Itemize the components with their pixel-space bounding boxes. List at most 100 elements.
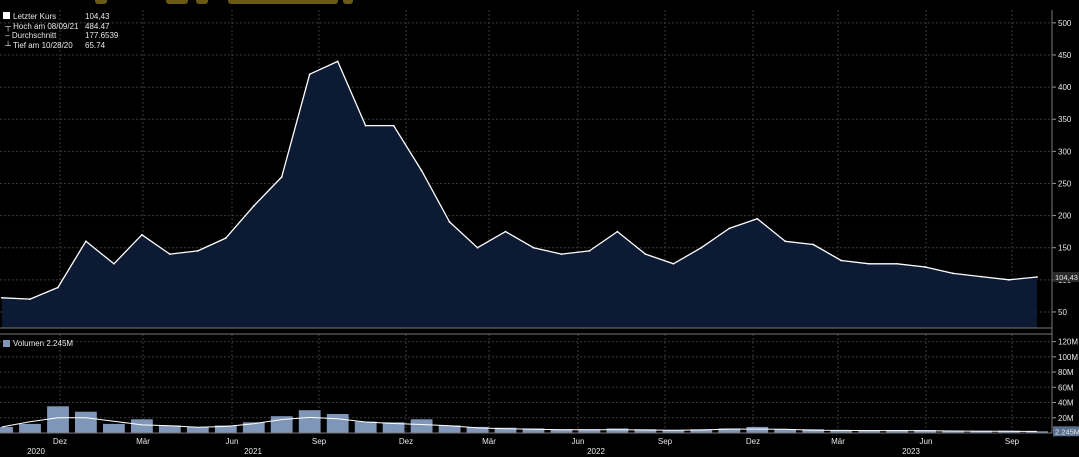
price-point	[252, 205, 255, 207]
legend-row: ┴ Tief am 10/28/20 65.74	[3, 40, 106, 50]
price-point	[1008, 278, 1010, 281]
legend-row: ┬ Hoch am 08/09/21 484.47	[3, 21, 110, 31]
volume-bar	[1026, 431, 1048, 433]
x-year-label: 2022	[587, 447, 605, 456]
volume-bar	[466, 426, 489, 433]
volume-bar	[550, 429, 573, 433]
volume-average-line	[1, 416, 1038, 432]
volume-bar	[158, 425, 181, 433]
volume-bar	[942, 430, 964, 433]
legend-row: Letzter Kurs 104,43	[3, 12, 118, 22]
last-volume-marker	[1053, 426, 1079, 437]
y-tick-label: 150	[1058, 244, 1072, 253]
price-legend: Letzter Kurs 104,43 ┬ Hoch am 08/09/21 484…	[3, 12, 118, 50]
price-point	[672, 262, 675, 265]
volume-bar	[522, 428, 545, 433]
volume-bar	[242, 422, 265, 433]
volume-bar	[47, 406, 69, 433]
volume-bar	[75, 411, 97, 433]
volume-legend: Volumen 2.245M	[3, 339, 73, 348]
y-tick-label: 200	[1058, 212, 1072, 221]
volume-bar	[662, 430, 685, 433]
price-point	[112, 262, 115, 265]
price-line	[1, 60, 1038, 300]
price-point	[952, 272, 954, 275]
y-tick-label: 500	[1058, 19, 1072, 28]
volume-bar	[438, 425, 461, 433]
x-tick-label: Jun	[226, 437, 239, 446]
price-point	[57, 286, 59, 289]
volume-bar	[914, 430, 936, 433]
price-point	[812, 243, 815, 246]
price-point	[756, 217, 759, 220]
price-point	[504, 230, 507, 233]
volume-bar	[746, 426, 769, 433]
volume-bar	[214, 425, 237, 433]
price-point	[196, 250, 199, 252]
volume-bar	[410, 419, 433, 433]
y-tick-label: 120M	[1058, 338, 1078, 347]
price-point	[532, 246, 535, 249]
volume-bar	[354, 421, 377, 433]
y-tick-label: 20M	[1058, 414, 1074, 423]
volume-bar	[858, 430, 881, 433]
price-point	[868, 262, 871, 265]
price-point	[280, 176, 283, 178]
volume-bar	[802, 429, 825, 433]
y-tick-label: 250	[1058, 179, 1072, 188]
x-tick-label: Mär	[482, 437, 496, 446]
price-point	[392, 124, 395, 127]
x-tick-label: Sep	[658, 437, 673, 446]
volume-bar	[103, 423, 125, 433]
price-point	[85, 240, 87, 243]
price-point	[476, 246, 479, 249]
price-point	[1036, 276, 1038, 278]
price-point	[448, 221, 451, 223]
price-point	[616, 230, 619, 233]
volume-bar	[774, 429, 797, 433]
volume-bar	[131, 419, 153, 433]
y-tick-label: 60M	[1058, 383, 1074, 392]
x-tick-label: Dez	[399, 437, 413, 446]
x-tick-label: Sep	[1005, 437, 1020, 446]
y-tick-label: 450	[1058, 51, 1072, 60]
axes: Dez Mär Jun Sep Dez Mär Jun Sep Dez Mär Jun Sep 2020…	[27, 19, 1079, 456]
price-point	[560, 253, 563, 256]
y-tick-label: 100M	[1058, 353, 1078, 362]
y-tick-label: 400	[1058, 83, 1072, 92]
price-point	[840, 259, 843, 262]
volume-panel-bg	[0, 334, 1052, 433]
price-area	[1, 60, 1038, 329]
y-tick-label: 350	[1058, 115, 1072, 124]
volume-bar	[494, 427, 517, 433]
price-point	[364, 124, 367, 127]
volume-bar	[382, 422, 405, 433]
volume-bar	[886, 430, 908, 433]
y-tick-label: 50	[1058, 308, 1067, 317]
x-tick-label: Mär	[136, 437, 150, 446]
last-price-marker	[1053, 271, 1079, 282]
price-point	[784, 240, 787, 243]
price-point	[924, 266, 927, 268]
x-tick-label: Sep	[312, 437, 327, 446]
volume-bar	[718, 428, 741, 433]
price-point	[896, 262, 899, 265]
price-point	[728, 227, 731, 230]
volume-bar	[830, 430, 853, 433]
x-tick-label: Dez	[53, 437, 67, 446]
y-tick-label: 300	[1058, 147, 1072, 156]
volume-bar	[186, 426, 209, 433]
x-tick-label: Dez	[746, 437, 760, 446]
volume-bar	[634, 429, 657, 433]
volume-bar	[326, 414, 349, 433]
volume-bars	[0, 406, 1048, 433]
price-point	[700, 246, 703, 249]
price-point	[140, 233, 143, 236]
y-tick-label: 40M	[1058, 399, 1074, 408]
price-point	[308, 73, 311, 76]
volume-bar	[998, 430, 1020, 433]
price-point	[588, 250, 591, 252]
x-tick-label: Jun	[920, 437, 933, 446]
